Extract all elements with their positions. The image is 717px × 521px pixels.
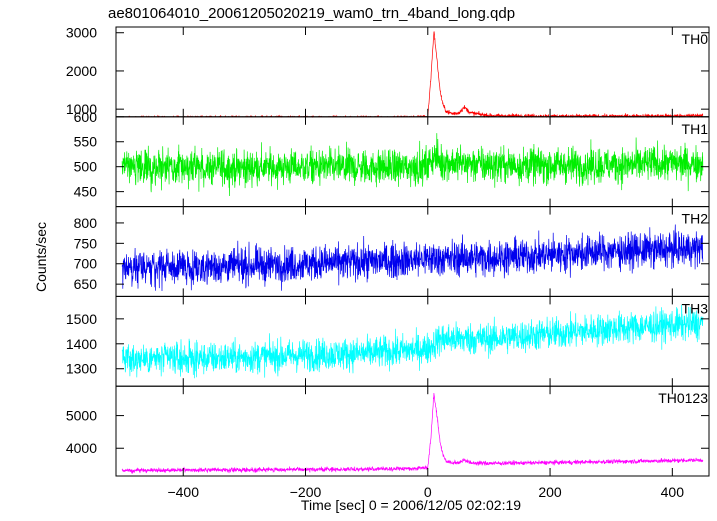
y-tick-label: 1400 [66, 336, 97, 352]
y-tick-label: 3000 [66, 25, 97, 41]
x-tick-label: 0 [424, 484, 432, 500]
y-tick-label: 2000 [66, 63, 97, 79]
y-tick-label: 600 [74, 109, 98, 125]
y-tick-label: 550 [74, 134, 98, 150]
y-tick-label: 500 [74, 159, 98, 175]
y-axis-label: Counts/sec [33, 222, 49, 292]
x-axis: −400 −200 0 200 400 [167, 484, 684, 500]
panel-th0123: 4000 5000 TH0123 [66, 385, 710, 477]
y-tick-label: 450 [74, 184, 98, 200]
y-tick-label: 750 [74, 235, 98, 251]
series-line-th1 [121, 133, 704, 197]
panel-frame [115, 116, 710, 208]
x-tick-label: 200 [538, 484, 562, 500]
panel-label-th0: TH0 [682, 31, 709, 47]
x-tick-label: −400 [167, 484, 199, 500]
panel-frame [115, 385, 710, 477]
panel-label-th0123: TH0123 [658, 390, 708, 406]
series-line-th0 [122, 31, 704, 119]
y-tick-label: 4000 [66, 440, 97, 456]
panel-label-th2: TH2 [682, 211, 709, 227]
panels-group: 1000 2000 3000 TH0 450 500 550 600 TH1 650 700 750 8… [66, 25, 710, 477]
y-tick-label: 800 [74, 215, 98, 231]
panel-th2: 650 700 750 800 TH2 [74, 206, 710, 297]
y-tick-label: 1500 [66, 311, 97, 327]
panel-label-th3: TH3 [682, 300, 709, 316]
y-tick-label: 700 [74, 256, 98, 272]
y-tick-label: 5000 [66, 408, 97, 424]
panel-frame [115, 26, 710, 118]
x-tick-label: −200 [290, 484, 322, 500]
series-line-th2 [121, 224, 704, 292]
y-tick-label: 1300 [66, 361, 97, 377]
x-axis-label: Time [sec] 0 = 2006/12/05 02:02:19 [301, 497, 521, 513]
chart-title: ae801064010_20061205020219_wam0_trn_4ban… [108, 5, 515, 22]
y-tick-label: 1000 [66, 101, 97, 117]
x-tick-label: 400 [661, 484, 685, 500]
series-line-th0123 [121, 392, 704, 474]
panel-th3: 1300 1400 1500 TH3 [66, 295, 710, 387]
series-line-th3 [121, 304, 704, 379]
panel-label-th1: TH1 [682, 121, 709, 137]
y-tick-label: 650 [74, 276, 98, 292]
panel-th1: 450 500 550 600 TH1 [74, 109, 710, 208]
panel-th0: 1000 2000 3000 TH0 [66, 25, 710, 119]
